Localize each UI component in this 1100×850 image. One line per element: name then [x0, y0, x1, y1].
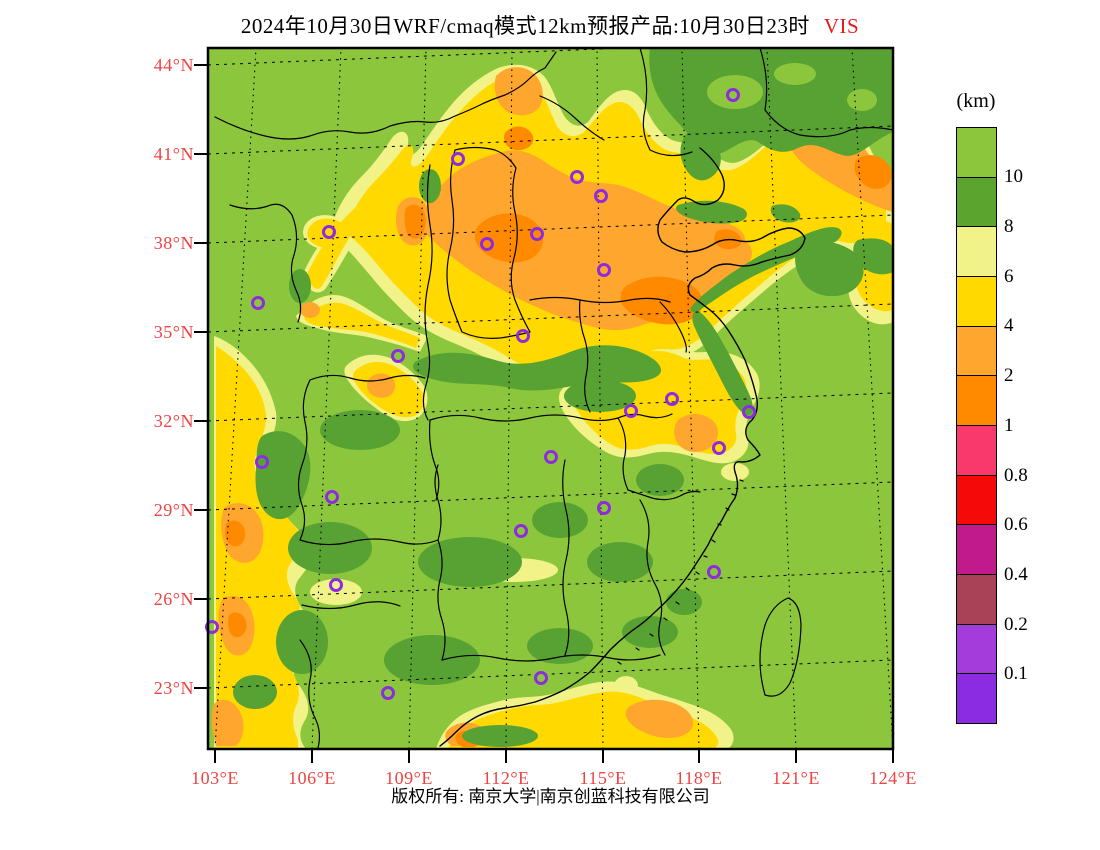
lat-label: 35°N: [153, 322, 194, 342]
lat-label: 32°N: [153, 411, 194, 431]
legend-swatch: [956, 623, 997, 675]
legend-tick: 2: [1004, 365, 1014, 386]
title-main: 2024年10月30日WRF/cmaq模式12km预报产品:10月30日23时: [240, 14, 810, 38]
city-marker: [570, 170, 584, 184]
legend-tick: 0.2: [1004, 614, 1028, 635]
city-marker: [594, 189, 608, 203]
legend-tick: 0.8: [1004, 465, 1028, 486]
lon-label: 112°E: [482, 768, 530, 788]
city-marker: [329, 578, 343, 592]
lon-label: 106°E: [288, 768, 336, 788]
city-marker: [624, 404, 638, 418]
city-markers: [205, 88, 756, 700]
map-fill-layer: [208, 48, 893, 749]
legend-tick: 10: [1004, 166, 1023, 187]
city-marker: [205, 620, 219, 634]
city-marker: [742, 405, 756, 419]
city-marker: [325, 490, 339, 504]
legend-colorbar: [956, 127, 997, 725]
lat-label: 41°N: [153, 144, 194, 164]
city-marker: [707, 565, 721, 579]
city-marker: [597, 263, 611, 277]
lat-label: 29°N: [153, 500, 194, 520]
legend-tick: 4: [1004, 315, 1014, 336]
legend-tick: 0.4: [1004, 564, 1028, 585]
lat-label: 44°N: [153, 55, 194, 75]
map-frame: [206, 46, 895, 751]
lon-label: 124°E: [869, 768, 917, 788]
city-marker: [255, 455, 269, 469]
legend-swatch: [956, 375, 997, 427]
city-marker: [726, 88, 740, 102]
title-variable: VIS: [823, 14, 860, 38]
legend-swatch: [956, 276, 997, 327]
city-marker: [322, 225, 336, 239]
legend-tick: 0.6: [1004, 514, 1028, 535]
legend-tick: 8: [1004, 216, 1014, 237]
legend-swatch: [956, 474, 997, 526]
lon-label: 115°E: [579, 768, 627, 788]
city-marker: [516, 329, 530, 343]
city-marker: [712, 441, 726, 455]
axis-ticks: [194, 64, 894, 763]
legend-swatch: [956, 127, 997, 178]
city-marker: [514, 524, 528, 538]
city-marker: [534, 671, 548, 685]
lon-label: 103°E: [191, 768, 239, 788]
city-marker: [544, 450, 558, 464]
legend-tick: 6: [1004, 266, 1014, 287]
lat-label: 23°N: [153, 678, 194, 698]
legend-swatch: [956, 524, 997, 576]
lat-label: 38°N: [153, 233, 194, 253]
legend-swatch: [956, 176, 997, 228]
legend-tick: 1: [1004, 415, 1014, 436]
legend-tick: 0.1: [1004, 663, 1028, 684]
city-marker: [391, 349, 405, 363]
city-marker: [665, 392, 679, 406]
lat-label: 26°N: [153, 589, 194, 609]
page-title: 2024年10月30日WRF/cmaq模式12km预报产品:10月30日23时 V…: [0, 10, 1100, 40]
city-marker: [251, 296, 265, 310]
city-marker: [530, 227, 544, 241]
city-marker: [381, 686, 395, 700]
copyright: 版权所有: 南京大学|南京创蓝科技有限公司: [391, 787, 710, 806]
city-marker: [480, 237, 494, 251]
legend-unit: (km): [956, 90, 996, 112]
lon-label: 118°E: [675, 768, 723, 788]
lon-label: 109°E: [385, 768, 433, 788]
legend-swatch: [956, 673, 997, 725]
city-marker: [451, 152, 465, 166]
lon-label: 121°E: [772, 768, 820, 788]
city-marker: [597, 501, 611, 515]
